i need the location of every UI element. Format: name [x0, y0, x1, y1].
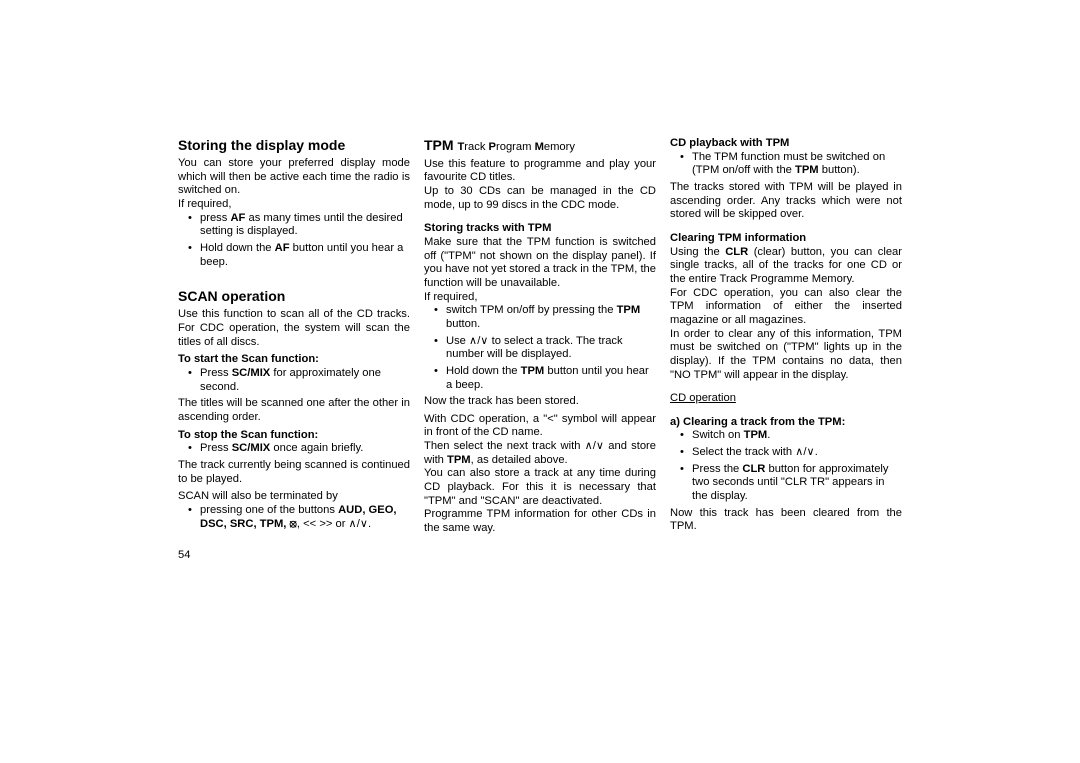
- text: Hold down the: [446, 365, 521, 377]
- body-text: If required,: [178, 198, 410, 212]
- text: Select the track with: [692, 446, 795, 458]
- heading-tpm: TPM Track Program Memory: [424, 137, 656, 155]
- text: press: [200, 212, 230, 224]
- text: Then select the next track with: [424, 440, 585, 452]
- bullet-list: The TPM function must be switched on (TP…: [670, 151, 902, 178]
- list-item: press AF as many times until the desired…: [200, 212, 410, 239]
- underline-heading: CD operation: [670, 392, 902, 406]
- subheading-stop-scan: To stop the Scan function:: [178, 429, 410, 443]
- list-item: pressing one of the buttons AUD, GEO, DS…: [200, 504, 410, 531]
- text: Use: [446, 335, 469, 347]
- bullet-list: Press SC/MIX for approximately one secon…: [178, 367, 410, 394]
- text: Press: [200, 367, 232, 379]
- list-item: Hold down the AF button until you hear a…: [200, 242, 410, 269]
- text: CD operation: [670, 392, 736, 404]
- bold-text: SC/MIX: [232, 442, 271, 454]
- bold-text: AF: [275, 242, 290, 254]
- text: Hold down the: [200, 242, 275, 254]
- bold-text: TPM: [744, 429, 768, 441]
- bullet-list: pressing one of the buttons AUD, GEO, DS…: [178, 504, 410, 531]
- bold-text: CLR: [742, 463, 765, 475]
- body-text: In order to clear any of this informatio…: [670, 328, 902, 383]
- text: With CDC operation, a ": [424, 413, 547, 425]
- updown-icon: ∧/∨: [349, 518, 369, 530]
- text: .: [815, 446, 818, 458]
- bold-text: TPM: [447, 454, 471, 466]
- text: once again briefly.: [270, 442, 363, 454]
- body-text: Using the CLR (clear) button, you can cl…: [670, 246, 902, 287]
- text: Using the: [670, 246, 725, 258]
- list-item: Switch on TPM.: [692, 429, 902, 443]
- text: Press: [200, 442, 232, 454]
- body-text: You can store your preferred display mod…: [178, 157, 410, 198]
- bold-text: TPM: [521, 365, 545, 377]
- bold-text: TPM: [795, 164, 819, 176]
- text: emory: [544, 141, 575, 153]
- column-2: TPM Track Program Memory Use this featur…: [424, 137, 656, 563]
- text: .: [767, 429, 770, 441]
- text: TPM: [424, 137, 457, 153]
- list-item: Press SC/MIX once again briefly.: [200, 442, 410, 456]
- text: pressing one of the buttons: [200, 504, 338, 516]
- text: button).: [819, 164, 860, 176]
- list-item: The TPM function must be switched on (TP…: [692, 151, 902, 178]
- list-item: Hold down the TPM button until you hear …: [446, 365, 656, 392]
- text: button.: [446, 318, 480, 330]
- bold-text: P: [489, 141, 496, 153]
- body-text: Use this function to scan all of the CD …: [178, 308, 410, 349]
- bold-text: M: [535, 141, 544, 153]
- manual-page: Storing the display mode You can store y…: [0, 0, 1080, 623]
- subheading-clearing-tpm: Clearing TPM information: [670, 232, 902, 246]
- updown-icon: ∧/∨: [585, 440, 605, 452]
- column-1: Storing the display mode You can store y…: [178, 137, 410, 563]
- text: Press the: [692, 463, 742, 475]
- body-text: You can also store a track at any time d…: [424, 467, 656, 508]
- bold-text: CLR: [725, 246, 748, 258]
- subheading-start-scan: To start the Scan function:: [178, 353, 410, 367]
- body-text: Now the track has been stored.: [424, 395, 656, 409]
- list-item: Select the track with ∧/∨.: [692, 446, 902, 460]
- bullet-list: Press SC/MIX once again briefly.: [178, 442, 410, 456]
- updown-icon: ∧/∨: [469, 335, 489, 347]
- list-item: Use ∧/∨ to select a track. The track num…: [446, 335, 656, 362]
- body-text: Up to 30 CDs can be managed in the CD mo…: [424, 185, 656, 212]
- body-text: For CDC operation, you can also clear th…: [670, 287, 902, 328]
- column-3: CD playback with TPM The TPM function mu…: [670, 137, 902, 563]
- text: Switch on: [692, 429, 744, 441]
- text: switch TPM on/off by pressing the: [446, 304, 617, 316]
- bold-text: AF: [230, 212, 245, 224]
- subheading-cd-playback-tpm: CD playback with TPM: [670, 137, 902, 151]
- updown-icon: ∧/∨: [795, 446, 815, 458]
- text: , << >> or: [297, 518, 349, 530]
- text: rack: [464, 141, 488, 153]
- mute-icon: ⦻: [290, 518, 297, 530]
- body-text: The track currently being scanned is con…: [178, 459, 410, 486]
- body-text: SCAN will also be terminated by: [178, 490, 410, 504]
- body-text: If required,: [424, 291, 656, 305]
- body-text: Use this feature to programme and play y…: [424, 158, 656, 185]
- page-number: 54: [178, 549, 410, 563]
- heading-scan-operation: SCAN operation: [178, 288, 410, 305]
- heading-storing-display-mode: Storing the display mode: [178, 137, 410, 154]
- list-item: Press SC/MIX for approximately one secon…: [200, 367, 410, 394]
- bullet-list: Switch on TPM. Select the track with ∧/∨…: [670, 429, 902, 503]
- bold-text: TPM: [617, 304, 641, 316]
- body-text: With CDC operation, a "<" symbol will ap…: [424, 413, 656, 440]
- list-item: Press the CLR button for approximately t…: [692, 463, 902, 504]
- body-text: The tracks stored with TPM will be playe…: [670, 181, 902, 222]
- bullet-list: press AF as many times until the desired…: [178, 212, 410, 270]
- text: rogram: [496, 141, 535, 153]
- body-text: Now this track has been cleared from the…: [670, 507, 902, 534]
- subheading-clearing-track: a) Clearing a track from the TPM:: [670, 416, 902, 430]
- text: , as detailed above.: [471, 454, 568, 466]
- subheading-storing-tracks: Storing tracks with TPM: [424, 222, 656, 236]
- list-item: switch TPM on/off by pressing the TPM bu…: [446, 304, 656, 331]
- body-text: The titles will be scanned one after the…: [178, 397, 410, 424]
- bold-text: SC/MIX: [232, 367, 271, 379]
- body-text: Make sure that the TPM function is switc…: [424, 236, 656, 291]
- body-text: Programme TPM information for other CDs …: [424, 508, 656, 535]
- bullet-list: switch TPM on/off by pressing the TPM bu…: [424, 304, 656, 392]
- columns: Storing the display mode You can store y…: [178, 137, 902, 563]
- body-text: Then select the next track with ∧/∨ and …: [424, 440, 656, 467]
